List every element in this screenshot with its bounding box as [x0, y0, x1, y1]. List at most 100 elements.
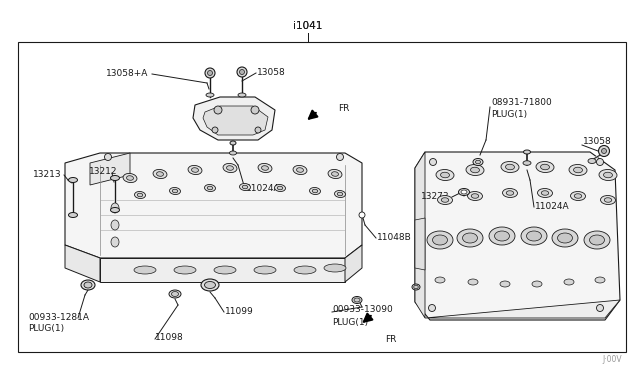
- Text: 11098: 11098: [155, 334, 184, 343]
- Text: 08931-71800: 08931-71800: [491, 97, 552, 106]
- Text: 13212: 13212: [89, 167, 117, 176]
- Text: 13058+A: 13058+A: [106, 68, 148, 77]
- Ellipse shape: [466, 164, 484, 176]
- Ellipse shape: [277, 186, 283, 190]
- Circle shape: [255, 127, 261, 133]
- Text: 13273: 13273: [421, 192, 450, 201]
- Ellipse shape: [170, 187, 180, 195]
- Circle shape: [207, 71, 212, 76]
- Ellipse shape: [470, 167, 479, 173]
- Ellipse shape: [174, 266, 196, 274]
- Polygon shape: [415, 152, 620, 320]
- Text: 11024A: 11024A: [535, 202, 570, 211]
- Ellipse shape: [467, 192, 483, 201]
- Ellipse shape: [541, 191, 548, 195]
- Ellipse shape: [258, 163, 272, 173]
- Polygon shape: [18, 42, 626, 352]
- Text: FR: FR: [385, 336, 396, 344]
- Text: FR: FR: [338, 103, 349, 112]
- Ellipse shape: [310, 187, 321, 195]
- Polygon shape: [203, 106, 268, 135]
- Text: 11024A: 11024A: [246, 183, 280, 192]
- Polygon shape: [100, 258, 345, 282]
- Text: PLUG(1): PLUG(1): [491, 109, 527, 119]
- Ellipse shape: [84, 282, 92, 288]
- Ellipse shape: [157, 172, 163, 176]
- Circle shape: [214, 106, 222, 114]
- Ellipse shape: [111, 203, 119, 213]
- Ellipse shape: [588, 158, 596, 164]
- Ellipse shape: [153, 169, 167, 179]
- Ellipse shape: [169, 290, 181, 298]
- Circle shape: [251, 106, 259, 114]
- Ellipse shape: [296, 168, 303, 172]
- Ellipse shape: [538, 189, 552, 198]
- Circle shape: [596, 305, 604, 311]
- Text: PLUG(1): PLUG(1): [28, 324, 64, 333]
- Ellipse shape: [68, 177, 77, 183]
- Text: i1041: i1041: [293, 21, 323, 31]
- Text: 13058: 13058: [583, 137, 612, 145]
- Ellipse shape: [521, 227, 547, 245]
- Ellipse shape: [435, 277, 445, 283]
- Polygon shape: [65, 153, 362, 258]
- Text: 11099: 11099: [225, 307, 253, 315]
- Ellipse shape: [134, 192, 145, 199]
- Ellipse shape: [412, 284, 420, 290]
- Ellipse shape: [68, 212, 77, 218]
- Ellipse shape: [570, 192, 586, 201]
- Text: 13058: 13058: [257, 67, 285, 77]
- Ellipse shape: [527, 231, 541, 241]
- Ellipse shape: [458, 189, 470, 196]
- Ellipse shape: [506, 164, 515, 170]
- Circle shape: [239, 70, 244, 74]
- Ellipse shape: [214, 266, 236, 274]
- Text: PLUG(1): PLUG(1): [332, 317, 368, 327]
- Ellipse shape: [440, 172, 449, 178]
- Ellipse shape: [557, 233, 573, 243]
- Ellipse shape: [536, 161, 554, 173]
- Ellipse shape: [123, 173, 137, 183]
- Ellipse shape: [352, 296, 362, 304]
- Ellipse shape: [584, 231, 610, 249]
- Circle shape: [602, 148, 607, 154]
- Ellipse shape: [427, 231, 453, 249]
- Circle shape: [598, 145, 609, 157]
- Ellipse shape: [604, 198, 612, 202]
- Ellipse shape: [457, 229, 483, 247]
- Ellipse shape: [243, 185, 248, 189]
- Ellipse shape: [506, 191, 514, 195]
- Ellipse shape: [335, 190, 346, 198]
- Polygon shape: [90, 153, 130, 185]
- Polygon shape: [415, 152, 425, 318]
- Ellipse shape: [206, 93, 214, 97]
- Ellipse shape: [569, 164, 587, 176]
- Polygon shape: [425, 300, 620, 318]
- Ellipse shape: [191, 168, 198, 172]
- Circle shape: [429, 305, 435, 311]
- Circle shape: [237, 67, 247, 77]
- Ellipse shape: [502, 189, 518, 198]
- Ellipse shape: [599, 170, 617, 180]
- Ellipse shape: [223, 163, 237, 173]
- Ellipse shape: [227, 166, 234, 170]
- Polygon shape: [345, 245, 362, 282]
- Ellipse shape: [312, 189, 317, 193]
- Ellipse shape: [188, 166, 202, 174]
- Ellipse shape: [134, 266, 156, 274]
- Ellipse shape: [337, 192, 343, 196]
- Ellipse shape: [500, 281, 510, 287]
- Ellipse shape: [604, 172, 612, 178]
- Ellipse shape: [254, 266, 276, 274]
- Ellipse shape: [413, 285, 419, 289]
- Ellipse shape: [172, 189, 178, 193]
- Ellipse shape: [137, 193, 143, 197]
- Polygon shape: [193, 97, 275, 140]
- Circle shape: [337, 154, 344, 160]
- Ellipse shape: [600, 196, 616, 205]
- Circle shape: [596, 158, 604, 166]
- Ellipse shape: [441, 198, 449, 202]
- Circle shape: [359, 212, 365, 218]
- Ellipse shape: [574, 194, 582, 198]
- Ellipse shape: [489, 227, 515, 245]
